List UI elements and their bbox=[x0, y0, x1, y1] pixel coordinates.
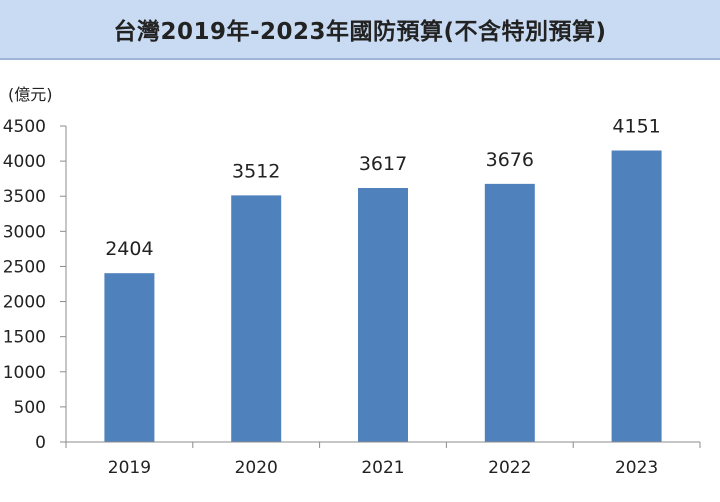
bar-chart: (億元) 0 500 1000 1500 2000 2500 3000 3500 4000 450… bbox=[3, 85, 701, 478]
y-tick-label: 3000 bbox=[3, 222, 46, 242]
x-tick-label: 2022 bbox=[488, 458, 531, 478]
y-tick-label: 500 bbox=[14, 398, 46, 418]
bar-2020 bbox=[231, 195, 282, 442]
bar-2023 bbox=[611, 150, 662, 442]
y-tick-label: 1500 bbox=[3, 328, 46, 348]
y-tick-label: 2000 bbox=[3, 293, 46, 313]
x-tick-label: 2023 bbox=[615, 458, 658, 478]
data-label-2022: 3676 bbox=[486, 149, 534, 171]
y-tick-label: 3500 bbox=[3, 187, 46, 207]
data-label-2021: 3617 bbox=[359, 153, 407, 175]
bar-2019 bbox=[104, 273, 155, 442]
x-axis: 2019 2020 2021 2022 2023 bbox=[65, 441, 701, 478]
data-label-2023: 4151 bbox=[612, 116, 660, 138]
y-axis-unit-label: (億元) bbox=[8, 85, 53, 104]
y-tick-label: 4500 bbox=[3, 117, 46, 137]
y-axis: 0 500 1000 1500 2000 2500 3000 3500 4000 4500 bbox=[3, 117, 67, 453]
y-tick-label: 1000 bbox=[3, 363, 46, 383]
x-tick-label: 2021 bbox=[361, 458, 404, 478]
chart-title-bar: 台灣2019年-2023年國防預算(不含特別預算) bbox=[0, 0, 720, 60]
x-tick-label: 2019 bbox=[108, 458, 151, 478]
chart-title: 台灣2019年-2023年國防預算(不含特別預算) bbox=[113, 19, 607, 45]
y-tick-label: 2500 bbox=[3, 257, 46, 277]
bars-group: 2404 3512 3617 3676 4151 bbox=[104, 116, 662, 443]
x-tick-label: 2020 bbox=[235, 458, 278, 478]
bar-2021 bbox=[358, 188, 408, 442]
data-label-2020: 3512 bbox=[232, 160, 280, 182]
chart-area: (億元) 0 500 1000 1500 2000 2500 3000 3500 4000 450… bbox=[0, 60, 720, 498]
bar-2022 bbox=[484, 183, 535, 443]
y-tick-label: 4000 bbox=[3, 152, 46, 172]
y-tick-label: 0 bbox=[35, 433, 46, 453]
data-label-2019: 2404 bbox=[105, 238, 153, 260]
